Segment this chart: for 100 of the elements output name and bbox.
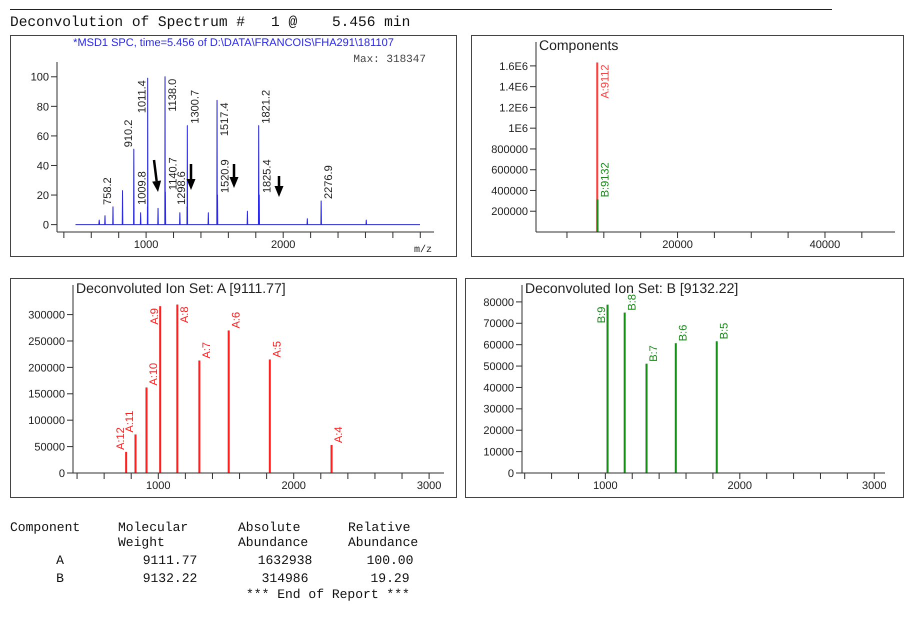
annotation: 2276.9: [323, 165, 336, 199]
y-tick-label: 400000: [491, 185, 528, 198]
chart-title: Components: [539, 37, 618, 53]
y-tick-label: 0: [58, 468, 65, 480]
text: 9132.22: [142, 571, 198, 586]
bar: [646, 364, 648, 473]
x-tick-label: 2000: [728, 480, 752, 492]
annotation: B:9: [596, 306, 608, 324]
annotation: 1011.4: [136, 80, 149, 114]
x-tick-label: 2000: [270, 238, 296, 251]
y-tick-label: 1.4E6: [499, 82, 528, 94]
bar: [624, 312, 626, 473]
annotation: 1825.4: [261, 159, 274, 194]
annotation: A:7: [201, 342, 214, 359]
y-tick-label: 0: [508, 468, 514, 480]
x-tick-label: 20000: [662, 238, 693, 251]
y-tick-label: 60: [36, 130, 49, 143]
bar: [145, 387, 148, 473]
y-tick-label: 40: [36, 160, 49, 172]
y-tick-label: 80000: [483, 296, 514, 309]
bar: [674, 343, 677, 473]
y-tick-label: 1.6E6: [499, 60, 528, 73]
y-tick-label: 250000: [28, 336, 65, 348]
y-tick-label: 600000: [491, 164, 528, 177]
annotation: 910.2: [122, 120, 135, 148]
text: Component: [10, 520, 82, 537]
y-tick-label: 200000: [491, 206, 528, 218]
bar: [330, 445, 333, 473]
y-tick-label: 40000: [483, 382, 514, 394]
annotation: A:9112: [599, 64, 612, 99]
x-tick-label: 40000: [810, 238, 840, 251]
text: 1632938: [256, 553, 314, 568]
annotation: B:5: [718, 322, 730, 340]
bar: [125, 452, 128, 473]
annotation: B:7: [648, 345, 660, 362]
annotation: B:8: [626, 294, 638, 311]
x-axis-title: m/z: [414, 244, 432, 256]
text: 100.00: [366, 553, 414, 568]
annotation: 1300.7: [189, 90, 202, 124]
bar: [159, 306, 162, 473]
bar: [134, 434, 136, 473]
text: 9111.77: [142, 553, 198, 568]
x-tick-label: 2000: [281, 480, 306, 492]
y-tick-label: 20000: [483, 425, 514, 438]
annotation: A:8: [178, 306, 191, 324]
text: 19.29: [369, 571, 410, 586]
annotation: 1138.0: [167, 78, 180, 112]
annotation: A:10: [148, 362, 160, 386]
annotation: A:4: [333, 426, 346, 444]
text: A: [55, 553, 65, 568]
y-tick-label: 60000: [483, 340, 514, 352]
y-tick-label: 30000: [483, 404, 514, 416]
x-tick-label: 1000: [134, 238, 158, 251]
y-tick-label: 20: [36, 190, 49, 202]
chart-title: Deconvoluted Ion Set: B [9132.22]: [525, 280, 738, 296]
chart-title: Deconvolution of Spectrum # 1 @ 5.456 min: [10, 15, 410, 31]
text: Absolute Abundance: [237, 520, 310, 550]
text: *** End of Report ***: [246, 587, 411, 602]
y-tick-label: 200000: [28, 362, 65, 374]
text: Molecular Weight: [117, 520, 190, 550]
annotation: 1298.6: [176, 171, 188, 205]
bar: [198, 360, 200, 473]
bar: [606, 304, 609, 473]
y-tick-label: 70000: [483, 318, 514, 330]
text: B: [55, 571, 65, 586]
annotation: A:6: [230, 312, 242, 328]
text: Relative Abundance: [347, 520, 420, 550]
y-tick-label: 50000: [34, 442, 65, 454]
y-tick-label: 100: [30, 72, 49, 84]
y-tick-label: 100000: [28, 415, 65, 428]
y-tick-label: 1.2E6: [499, 102, 528, 114]
bar: [268, 359, 271, 473]
x-tick-label: 3000: [862, 480, 886, 492]
annotation: 1009.8: [136, 171, 148, 205]
y-tick-label: 0: [42, 220, 49, 232]
text: 314986: [260, 571, 310, 586]
y-tick-label: 300000: [28, 309, 65, 322]
annotation: A:5: [271, 340, 284, 358]
y-tick-label: 150000: [28, 388, 65, 401]
annotation: 758.2: [102, 177, 114, 205]
y-tick-label: 50000: [483, 360, 514, 373]
bar: [228, 330, 230, 473]
annotation: B:9132: [599, 162, 612, 198]
annotation: 1520.9: [220, 159, 232, 194]
bar: [716, 341, 718, 473]
chart-subtitle: *MSD1 SPC, time=5.456 of D:\DATA\FRANCOIS\FHA291\181107: [72, 37, 395, 49]
y-tick-label: 80: [36, 101, 49, 114]
annotation: B:6: [677, 324, 690, 342]
y-tick-label: 800000: [491, 144, 528, 156]
x-tick-label: 1000: [146, 480, 171, 492]
bar: [176, 304, 178, 473]
annotation: A:9: [148, 308, 161, 325]
y-tick-label: 10000: [483, 446, 514, 459]
y-tick-label: 1E6: [508, 123, 528, 136]
line-series: [75, 76, 421, 226]
annotation: 1821.2: [260, 90, 273, 124]
x-tick-label: 1000: [593, 480, 618, 492]
x-tick-label: 3000: [416, 480, 442, 492]
annotation: A:12: [114, 427, 127, 450]
annotation: Max: 318347: [353, 54, 426, 66]
